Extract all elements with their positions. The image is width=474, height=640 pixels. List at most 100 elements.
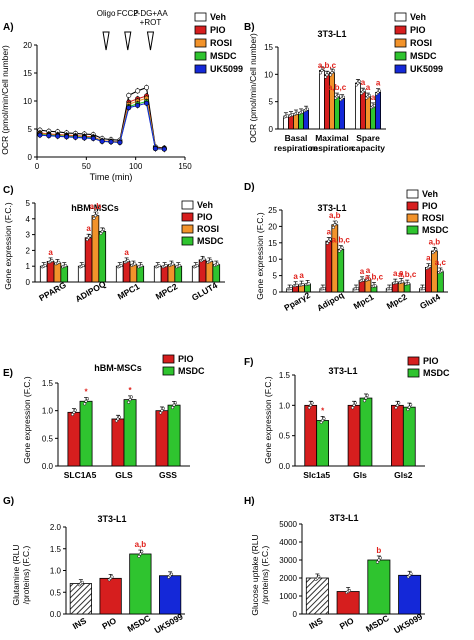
significance-label: a,b [329, 211, 341, 220]
x-tick-label: MPC2 [154, 281, 180, 302]
significance-label: a [393, 269, 398, 278]
significance-label: a,b,c [332, 236, 351, 245]
legend-label-veh: Veh [410, 12, 426, 22]
legend-label-uk5099: UK5099 [210, 64, 243, 74]
significance-label: a,b,c [318, 61, 337, 70]
replicate-point [318, 71, 323, 75]
replicate-point [117, 415, 121, 419]
bar-pio [111, 418, 125, 467]
replicate-point [333, 223, 337, 227]
significance-label: * [128, 386, 132, 395]
bar-pio [99, 577, 122, 615]
y-tick-label: 0.5 [50, 588, 62, 597]
bar-msdc [129, 553, 152, 615]
bar-msdc [212, 264, 221, 283]
replicate-point [138, 552, 142, 556]
legend-swatch-msdc [181, 236, 194, 246]
legend-swatch-pio [181, 212, 194, 222]
replicate-point [331, 68, 335, 72]
y-tick-label: 3000 [279, 556, 297, 565]
x-tick-label: INS [71, 615, 89, 631]
replicate-point [71, 412, 75, 417]
replicate-point [178, 264, 182, 268]
y-tick-label: 15 [268, 239, 277, 248]
bar-rosi [129, 264, 138, 283]
bar-pio [391, 404, 404, 467]
significance-label: a [376, 79, 381, 88]
replicate-point [171, 262, 175, 266]
replicate-point [363, 399, 367, 403]
replicate-point [43, 264, 47, 268]
y-axis-label: Gene expression (F.C.) [255, 212, 265, 300]
legend-label-msdc: MSDC [197, 236, 224, 246]
data-point-uk5099 [72, 134, 78, 140]
x-tick-label: Basal respiration [274, 133, 318, 153]
replicate-point [377, 89, 382, 93]
bar-msdc [167, 404, 181, 467]
replicate-point [102, 227, 106, 231]
data-point-uk5099 [126, 105, 132, 111]
significance-label: a [293, 272, 298, 281]
replicate-point [364, 396, 368, 400]
replicate-point [375, 560, 380, 564]
y-tick-label: 0 [293, 610, 298, 619]
bar-ins [305, 577, 329, 615]
data-point-uk5099 [55, 133, 61, 139]
y-tick-label: 1.0 [279, 401, 291, 410]
significance-label: a [361, 78, 366, 87]
replicate-point [352, 403, 356, 407]
replicate-point [310, 401, 314, 405]
data-point-uk5099 [64, 134, 70, 140]
panel-title: 3T3-L1 [97, 514, 126, 524]
replicate-point [85, 397, 89, 401]
y-tick-label: 0 [273, 288, 278, 297]
bar-msdc [402, 406, 416, 467]
replicate-point [202, 257, 206, 261]
replicate-point [309, 403, 313, 407]
replicate-point [362, 88, 366, 92]
bar-msdc [174, 265, 183, 283]
y-tick-label: 20 [268, 222, 277, 231]
panel-label: C) [3, 185, 14, 196]
x-tick-label: PIO [338, 615, 356, 631]
x-tick-label: GLS [115, 470, 133, 480]
replicate-point [395, 403, 399, 407]
replicate-point [434, 247, 438, 251]
data-point-uk5099 [99, 138, 105, 144]
injection-label: 2-DG+AA +ROT [133, 9, 168, 27]
replicate-point [351, 406, 355, 410]
x-tick-label: UK5099 [392, 611, 424, 635]
bar-uk5099 [159, 575, 182, 615]
replicate-point [406, 407, 410, 412]
replicate-point [160, 409, 164, 413]
replicate-point [305, 107, 310, 111]
x-tick-label: SLC1A5 [64, 470, 97, 480]
replicate-point [307, 282, 311, 286]
y-tick-label: 5000 [279, 520, 297, 529]
legend-swatch-msdc [194, 51, 207, 61]
replicate-point [394, 406, 398, 410]
y-tick-label: 15 [264, 43, 273, 52]
panel-label: G) [3, 496, 14, 507]
replicate-point [84, 399, 88, 403]
y-tick-label: 3 [26, 231, 31, 240]
data-point-uk5099 [37, 132, 43, 138]
replicate-point [172, 403, 176, 407]
y-tick-label: 5 [273, 272, 278, 281]
y-tick-label: 1 [26, 262, 31, 271]
data-point-uk5099 [152, 146, 158, 152]
legend-label-veh: Veh [210, 12, 226, 22]
bar-rosi [91, 215, 100, 283]
replicate-point [133, 262, 137, 266]
bar-pio [325, 240, 333, 293]
bar-veh [153, 265, 162, 283]
injection-arrow [102, 31, 110, 51]
replicate-point [295, 283, 299, 287]
legend-label-msdc: MSDC [422, 225, 449, 235]
y-tick-label: 2.0 [50, 523, 62, 532]
significance-label: a [366, 266, 371, 275]
data-point-uk5099 [46, 133, 52, 139]
significance-label: a [371, 93, 376, 102]
replicate-point [397, 401, 401, 405]
replicate-point [137, 554, 141, 558]
